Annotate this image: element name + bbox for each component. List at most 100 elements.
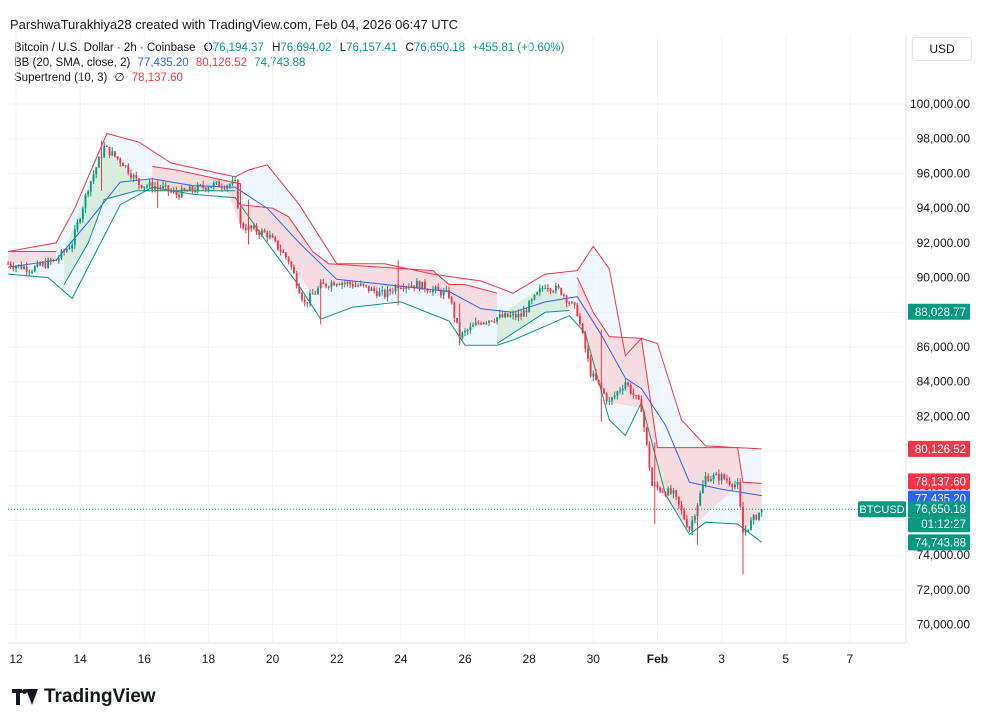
candle-body [36,262,39,267]
candle [47,257,50,269]
candle-body [57,258,60,261]
candle-body [669,488,672,494]
candle [60,248,63,261]
candle-body [595,373,597,380]
candle-body [477,322,480,324]
candle-body [554,285,557,292]
candle-body [581,323,584,333]
tradingview-logo-icon [12,689,38,705]
candle [517,309,520,321]
high-label: H [272,42,281,54]
open-value: 76,194.37 [212,42,264,54]
candle-body [194,190,197,192]
candle-body [52,259,55,262]
candle-body [15,266,17,269]
candle [488,320,491,327]
candle-body [170,191,172,193]
candle-body [402,288,405,290]
candle [595,368,597,381]
candle-body [415,281,418,288]
price-label-box [908,303,970,320]
candle-body [514,313,517,318]
candle-body [621,388,624,391]
candle [659,486,662,494]
candle-body [266,232,269,238]
candle [346,280,349,287]
candle [242,221,245,230]
candle [750,517,752,531]
candle [530,298,533,305]
chart-attribution: ParshwaTurakhiya28 created with TradingV… [10,17,459,32]
candle-body [399,288,402,290]
candle [148,179,151,188]
candle [330,279,333,293]
candle [314,290,317,295]
candle [603,387,605,395]
candle-body [39,262,42,266]
candle [723,473,726,481]
candle [562,293,565,299]
candle [643,410,646,433]
tradingview-brand[interactable]: TradingView [12,686,156,708]
candle-body [186,190,189,192]
candle [477,320,480,326]
candle-body [20,264,23,269]
candle-body [228,184,231,186]
candle-body [691,520,694,531]
candle [15,264,17,273]
candle-body [81,208,84,220]
candle [218,179,221,188]
candle-body [651,468,654,486]
candle [244,223,247,234]
candle [461,331,464,340]
symbol-description[interactable]: Bitcoin / U.S. Dollar · 2h · Coinbase [14,42,196,54]
candle [399,285,402,290]
candle [309,289,311,308]
candle-body [485,322,488,324]
candle [25,262,28,277]
candle-body [12,266,15,269]
candle-body [434,286,437,290]
supertrend-indicator-label[interactable]: Supertrend (10, 3) [14,72,108,84]
candle [81,206,84,223]
candle-body [584,332,587,349]
candle [103,141,106,159]
candle [223,185,226,190]
candle-body [65,249,68,252]
candle [437,283,440,291]
candle [322,278,325,284]
candle [704,471,707,488]
candle [528,299,531,313]
candle [498,309,501,320]
candle-body [429,291,432,293]
candle-body [731,484,734,488]
y-tick-label: 86,000.00 [917,340,971,354]
candle-body [191,186,194,191]
candle [568,300,571,307]
bb-upper-line [7,132,762,450]
candle-body [236,179,239,209]
candle-body [589,358,592,377]
candle-body [23,266,25,269]
candle-body [279,249,282,252]
candle [274,235,277,242]
candle-body [303,299,306,303]
symbol-tag-text: BTCUSD [859,504,904,516]
candle [301,291,303,303]
candle-body [464,330,466,333]
candle [71,241,74,253]
supertrend-fill-down [577,277,762,533]
currency-button[interactable]: USD [912,37,972,61]
candle-body [244,228,247,231]
candle [667,486,670,497]
candle [349,280,352,289]
candle [191,185,194,195]
bb-indicator-label[interactable]: BB (20, SMA, close, 2) [14,57,131,69]
candle-body [707,476,710,482]
x-tick-label: 12 [9,652,23,666]
candle [111,147,114,157]
candle-body [362,283,365,286]
candle-body [359,283,362,286]
candle [685,514,688,528]
